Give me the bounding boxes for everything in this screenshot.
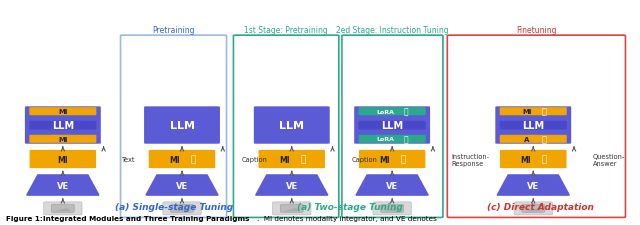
FancyBboxPatch shape: [25, 107, 100, 144]
Text: 🔥: 🔥: [542, 135, 547, 144]
FancyBboxPatch shape: [163, 202, 201, 215]
Text: LoRA: LoRA: [377, 109, 395, 114]
Text: LLM: LLM: [279, 120, 304, 130]
FancyBboxPatch shape: [273, 202, 311, 215]
Text: MI: MI: [380, 155, 390, 164]
Text: LoRA: LoRA: [377, 137, 395, 142]
FancyBboxPatch shape: [500, 121, 567, 130]
Text: MI: MI: [58, 136, 68, 142]
Polygon shape: [356, 175, 428, 195]
Text: Caption: Caption: [242, 156, 268, 162]
FancyBboxPatch shape: [358, 135, 426, 143]
Polygon shape: [174, 208, 190, 211]
FancyBboxPatch shape: [500, 135, 567, 143]
Text: .  MI denotes modality integrator, and VE denotes: . MI denotes modality integrator, and VE…: [257, 215, 437, 221]
Text: MI: MI: [169, 155, 180, 164]
Polygon shape: [384, 208, 401, 211]
FancyBboxPatch shape: [144, 107, 220, 144]
FancyBboxPatch shape: [254, 107, 330, 144]
FancyBboxPatch shape: [29, 150, 96, 168]
Text: 🔥: 🔥: [404, 107, 408, 116]
Text: MI: MI: [279, 155, 289, 164]
FancyBboxPatch shape: [373, 202, 412, 215]
Text: VE: VE: [527, 181, 540, 190]
Polygon shape: [146, 175, 218, 195]
FancyBboxPatch shape: [171, 205, 193, 212]
FancyBboxPatch shape: [29, 121, 97, 130]
Text: 🔥: 🔥: [300, 155, 306, 164]
Text: MI: MI: [522, 109, 532, 115]
Text: VE: VE: [386, 181, 398, 190]
FancyBboxPatch shape: [259, 150, 325, 168]
FancyBboxPatch shape: [522, 205, 545, 212]
Text: Question-
Answer: Question- Answer: [593, 153, 625, 166]
FancyBboxPatch shape: [51, 205, 74, 212]
Text: LLM: LLM: [381, 120, 403, 130]
FancyBboxPatch shape: [500, 108, 567, 116]
Polygon shape: [256, 175, 328, 195]
FancyBboxPatch shape: [358, 108, 426, 116]
FancyBboxPatch shape: [495, 107, 571, 144]
FancyBboxPatch shape: [514, 202, 552, 215]
Text: VE: VE: [57, 181, 69, 190]
FancyBboxPatch shape: [354, 107, 430, 144]
Text: LLM: LLM: [522, 120, 544, 130]
Text: VE: VE: [285, 181, 298, 190]
Text: A: A: [524, 136, 530, 142]
Text: MI: MI: [520, 155, 531, 164]
FancyBboxPatch shape: [29, 108, 97, 116]
Text: (a) Single-stage Tuning: (a) Single-stage Tuning: [115, 202, 234, 211]
Text: Text: Text: [122, 156, 136, 162]
FancyBboxPatch shape: [29, 135, 97, 143]
Polygon shape: [54, 208, 71, 211]
Text: Figure 1:: Figure 1:: [6, 215, 45, 221]
FancyBboxPatch shape: [44, 202, 82, 215]
Text: Caption: Caption: [351, 156, 377, 162]
FancyBboxPatch shape: [500, 150, 566, 168]
Text: Instruction-
Response: Instruction- Response: [452, 153, 490, 166]
Text: 🔥: 🔥: [401, 155, 406, 164]
FancyBboxPatch shape: [148, 150, 215, 168]
Text: 🔥: 🔥: [542, 107, 547, 116]
Text: VE: VE: [176, 181, 188, 190]
Text: Finetuning: Finetuning: [516, 26, 557, 35]
Text: MI: MI: [58, 109, 68, 115]
Polygon shape: [284, 208, 300, 211]
Text: LLM: LLM: [52, 120, 74, 130]
Text: 2ed Stage: Instruction Tuning: 2ed Stage: Instruction Tuning: [336, 26, 449, 35]
FancyBboxPatch shape: [358, 121, 426, 130]
FancyBboxPatch shape: [280, 205, 303, 212]
Text: LLM: LLM: [170, 120, 195, 130]
Polygon shape: [525, 208, 541, 211]
Polygon shape: [27, 175, 99, 195]
Text: (c) Direct Adaptation: (c) Direct Adaptation: [487, 202, 594, 211]
Text: 1st Stage: Pretraining: 1st Stage: Pretraining: [244, 26, 328, 35]
Polygon shape: [497, 175, 570, 195]
Text: MI: MI: [58, 155, 68, 164]
Text: (a) Two-stage Tuning: (a) Two-stage Tuning: [297, 202, 403, 211]
FancyBboxPatch shape: [381, 205, 403, 212]
Text: Integrated Modules and Three Training Paradigms: Integrated Modules and Three Training Pa…: [43, 215, 249, 221]
Text: 🔥: 🔥: [542, 155, 547, 164]
Text: 🔥: 🔥: [404, 135, 408, 144]
Text: Pretraining: Pretraining: [152, 26, 195, 35]
Text: 🔥: 🔥: [191, 155, 196, 164]
FancyBboxPatch shape: [359, 150, 426, 168]
